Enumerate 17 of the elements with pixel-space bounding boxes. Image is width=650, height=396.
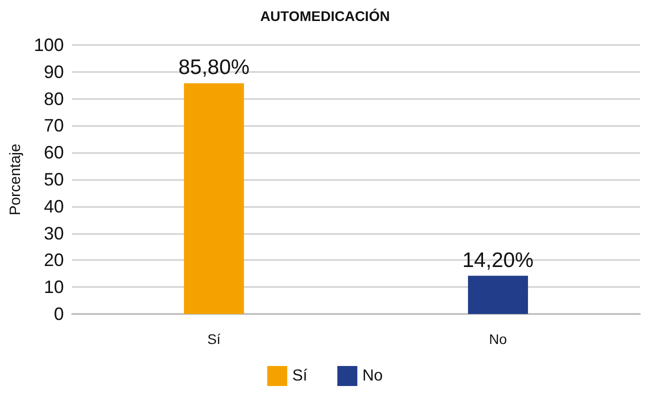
y-tick-label: 40 [44,196,64,216]
legend-label: Sí [292,368,308,384]
y-tick-label: 10 [44,277,64,298]
y-tick-label: 0 [54,304,64,324]
chart-title: AUTOMEDICACIÓN [260,8,390,24]
legend-label: No [362,368,383,384]
y-tick-label: 70 [44,116,64,136]
y-tick-label: 90 [44,62,64,82]
y-tick-label: 20 [44,250,64,270]
y-tick-label: 50 [44,170,64,190]
y-tick-label: 80 [44,88,64,109]
y-axis-title: Porcentaje [7,144,24,216]
y-tick-label: 30 [44,223,64,244]
y-tick-label: 60 [44,142,64,163]
data-label: 14,20% [462,248,534,272]
data-label: 85,80% [178,56,250,80]
y-tick-label: 100 [34,35,64,55]
